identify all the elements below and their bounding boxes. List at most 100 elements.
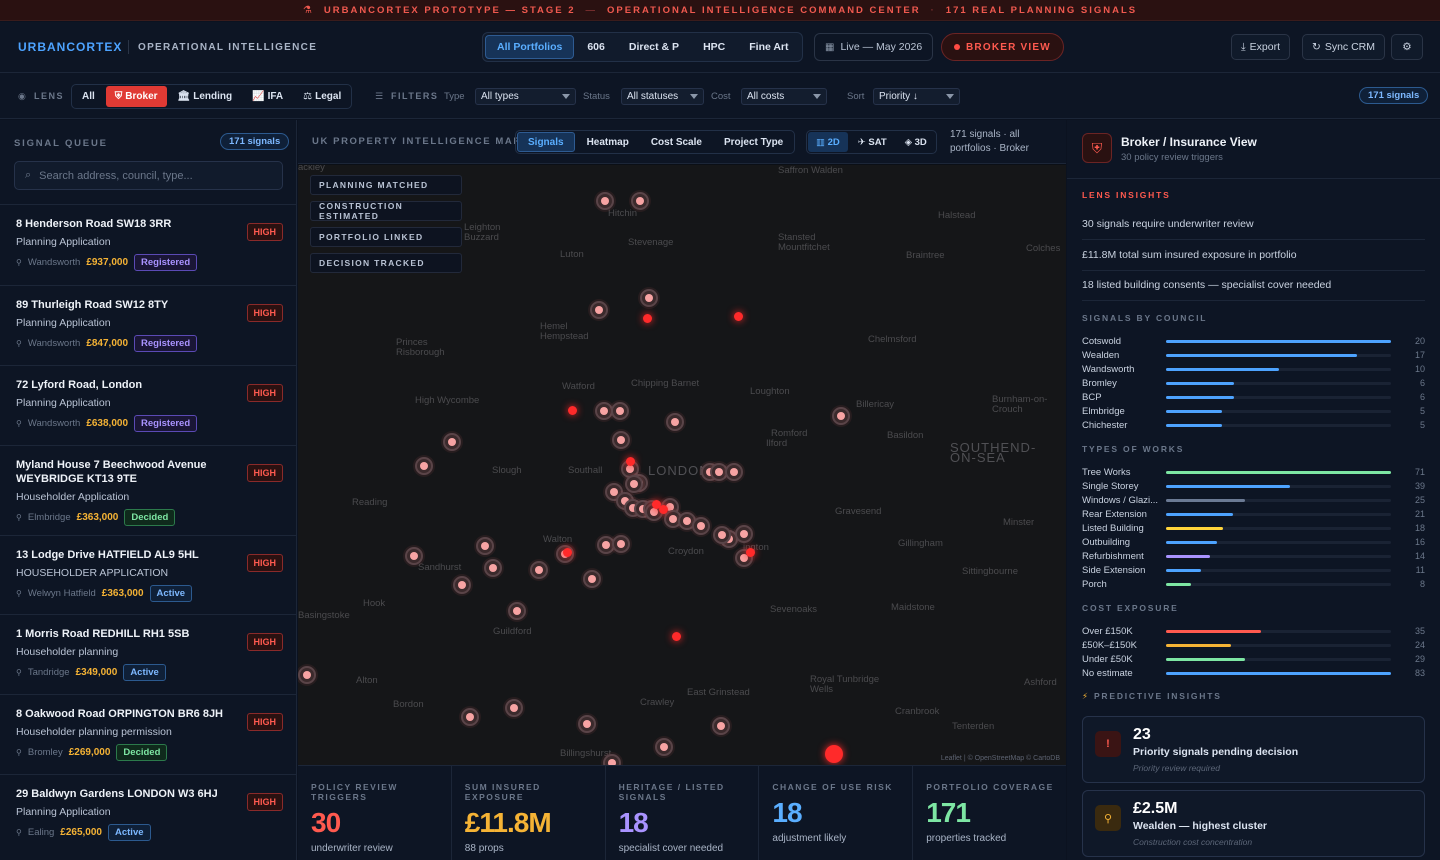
view-2d[interactable]: ▥ 2D	[808, 132, 848, 152]
map-canvas[interactable]: PLANNING MATCHED CONSTRUCTION ESTIMATED …	[298, 165, 1066, 765]
bar-row[interactable]: Porch 8	[1082, 577, 1425, 591]
signal-marker[interactable]	[405, 547, 423, 565]
priority-marker[interactable]	[746, 548, 755, 557]
portfolio-hpc[interactable]: HPC	[703, 41, 726, 53]
search-input[interactable]: ⌕ Search address, council, type...	[14, 161, 283, 190]
signal-marker[interactable]	[453, 576, 471, 594]
lens-legal[interactable]: ⚖ Legal	[294, 86, 350, 107]
legend-planning-matched[interactable]: PLANNING MATCHED	[310, 175, 462, 195]
signal-card[interactable]: 89 Thurleigh Road SW12 8TY Planning Appli…	[0, 285, 296, 365]
priority-marker[interactable]	[563, 548, 572, 557]
predictive-card-priority[interactable]: ! 23 Priority signals pending decision P…	[1082, 716, 1425, 783]
priority-marker[interactable]	[568, 406, 577, 415]
signal-marker[interactable]	[832, 407, 850, 425]
signal-marker[interactable]	[508, 602, 526, 620]
signal-marker[interactable]	[484, 559, 502, 577]
signal-marker[interactable]	[530, 561, 548, 579]
lens-broker[interactable]: ⛨ Broker	[105, 86, 167, 107]
portfolio-606[interactable]: 606	[587, 41, 605, 53]
bar-row[interactable]: Tree Works 71	[1082, 465, 1425, 479]
signal-marker[interactable]	[505, 699, 523, 717]
broker-view-button[interactable]: BROKER VIEW	[941, 33, 1064, 61]
bar-row[interactable]: Under £50K 29	[1082, 652, 1425, 666]
bar-row[interactable]: No estimate 83	[1082, 666, 1425, 680]
signal-marker[interactable]	[583, 570, 601, 588]
view-3d[interactable]: ◈ 3D	[897, 132, 935, 152]
tab-cost-scale[interactable]: Cost Scale	[650, 136, 702, 148]
signal-marker[interactable]	[735, 525, 753, 543]
signal-marker[interactable]	[461, 708, 479, 726]
signal-marker[interactable]	[666, 413, 684, 431]
tab-project-type[interactable]: Project Type	[723, 136, 784, 148]
live-date-button[interactable]: ▦ Live — May 2026	[814, 33, 934, 61]
bar-row[interactable]: Elmbridge 5	[1082, 404, 1425, 418]
lens-lending[interactable]: 🏛 Lending	[169, 86, 242, 107]
bar-row[interactable]: Windows / Glazi... 25	[1082, 493, 1425, 507]
priority-marker[interactable]	[734, 312, 743, 321]
priority-marker[interactable]	[825, 745, 843, 763]
signal-card[interactable]: 13 Lodge Drive HATFIELD AL9 5HL HOUSEHOLD…	[0, 535, 296, 614]
portfolio-fine-art[interactable]: Fine Art	[749, 41, 789, 53]
signal-marker[interactable]	[578, 715, 596, 733]
priority-marker[interactable]	[659, 505, 668, 514]
signal-card[interactable]: Myland House 7 Beechwood Avenue WEYBRIDG…	[0, 445, 296, 535]
lens-all[interactable]: All	[73, 86, 104, 107]
legend-portfolio-linked[interactable]: PORTFOLIO LINKED	[310, 227, 462, 247]
signal-marker[interactable]	[298, 666, 316, 684]
predictive-card-cluster[interactable]: ⚲ £2.5M Wealden — highest cluster Constr…	[1082, 790, 1425, 857]
signal-card[interactable]: 29 Baldwyn Gardens LONDON W3 6HJ Planning…	[0, 774, 296, 854]
signal-marker[interactable]	[692, 517, 710, 535]
sort-select[interactable]: Priority ↓	[873, 88, 960, 105]
signal-marker[interactable]	[612, 535, 630, 553]
signal-card[interactable]: 1 Morris Road REDHILL RH1 5SB Householder…	[0, 614, 296, 694]
sync-crm-button[interactable]: ↻ Sync CRM	[1302, 34, 1385, 60]
bar-row[interactable]: Cotswold 20	[1082, 334, 1425, 348]
bar-row[interactable]: BCP 6	[1082, 390, 1425, 404]
signal-marker[interactable]	[713, 526, 731, 544]
legend-construction-estimated[interactable]: CONSTRUCTION ESTIMATED	[310, 201, 462, 221]
signal-marker[interactable]	[590, 301, 608, 319]
priority-marker[interactable]	[652, 500, 661, 509]
signal-marker[interactable]	[476, 537, 494, 555]
type-select[interactable]: All types	[475, 88, 576, 105]
signal-marker[interactable]	[640, 289, 658, 307]
tab-heatmap[interactable]: Heatmap	[586, 136, 629, 148]
bar-row[interactable]: Chichester 5	[1082, 418, 1425, 432]
priority-marker[interactable]	[643, 314, 652, 323]
bar-row[interactable]: Outbuilding 16	[1082, 535, 1425, 549]
bar-row[interactable]: Side Extension 11	[1082, 563, 1425, 577]
view-sat[interactable]: ✈ SAT	[850, 132, 895, 152]
signal-marker[interactable]	[735, 549, 753, 567]
cost-select[interactable]: All costs	[741, 88, 827, 105]
signal-marker[interactable]	[712, 717, 730, 735]
bar-row[interactable]: Wealden 17	[1082, 348, 1425, 362]
signal-marker[interactable]	[611, 402, 629, 420]
bar-row[interactable]: Over £150K 35	[1082, 624, 1425, 638]
map-attribution[interactable]: Leaflet | © OpenStreetMap © CartoDB	[940, 755, 1060, 762]
signal-marker[interactable]	[725, 463, 743, 481]
tab-signals[interactable]: Signals	[517, 132, 575, 152]
signal-card[interactable]: 8 Henderson Road SW18 3RR Planning Applic…	[0, 204, 296, 284]
portfolio-all[interactable]: All Portfolios	[485, 35, 575, 59]
signal-marker[interactable]	[443, 433, 461, 451]
portfolio-direct[interactable]: Direct & P	[628, 41, 680, 53]
signal-marker[interactable]	[655, 738, 673, 756]
export-button[interactable]: ⤓ Export	[1231, 34, 1291, 60]
bar-row[interactable]: £50K–£150K 24	[1082, 638, 1425, 652]
bar-row[interactable]: Refurbishment 14	[1082, 549, 1425, 563]
priority-marker[interactable]	[626, 457, 635, 466]
settings-button[interactable]: ⚙	[1391, 34, 1423, 60]
logo[interactable]: URBANCORTEX	[18, 40, 123, 54]
bar-row[interactable]: Wandsworth 10	[1082, 362, 1425, 376]
signal-marker[interactable]	[415, 457, 433, 475]
priority-marker[interactable]	[672, 632, 681, 641]
legend-decision-tracked[interactable]: DECISION TRACKED	[310, 253, 462, 273]
signal-marker[interactable]	[603, 754, 621, 765]
status-select[interactable]: All statuses	[621, 88, 704, 105]
lens-ifa[interactable]: 📈 IFA	[243, 86, 292, 107]
bar-row[interactable]: Rear Extension 21	[1082, 507, 1425, 521]
bar-row[interactable]: Single Storey 39	[1082, 479, 1425, 493]
bar-row[interactable]: Listed Building 18	[1082, 521, 1425, 535]
signal-marker[interactable]	[612, 431, 630, 449]
signal-card[interactable]: 72 Lyford Road, London Planning Applicati…	[0, 365, 296, 445]
